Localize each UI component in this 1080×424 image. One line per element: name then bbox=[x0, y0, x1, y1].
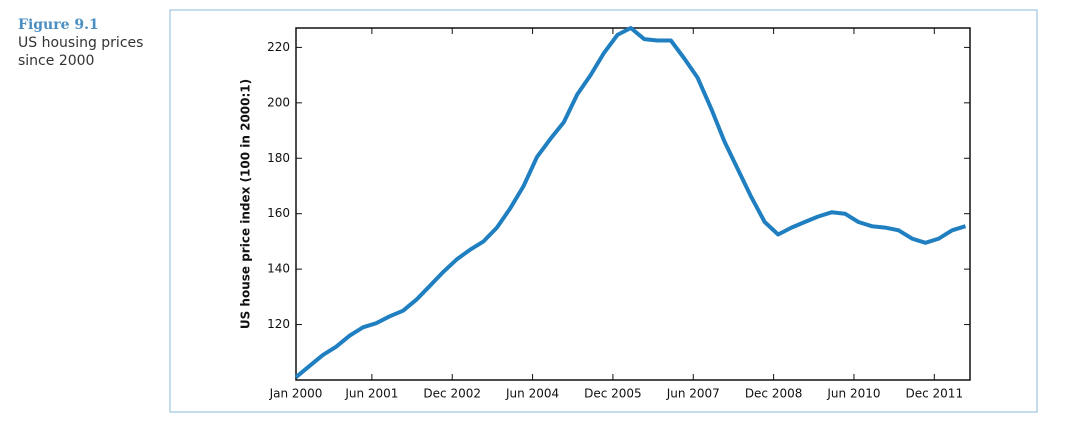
x-tick-label: Jun 2001 bbox=[344, 387, 398, 401]
y-tick-label: 140 bbox=[267, 262, 290, 276]
chart-title: US housing prices since 2000 bbox=[18, 35, 144, 69]
y-tick-label: 160 bbox=[267, 206, 290, 220]
x-tick-label: Dec 2011 bbox=[906, 387, 964, 401]
y-tick-label: 220 bbox=[267, 40, 290, 54]
frame bbox=[169, 9, 1038, 413]
x-tick-label: Jun 2010 bbox=[826, 387, 880, 401]
x-tick-label: Dec 2008 bbox=[745, 387, 803, 401]
data-line bbox=[294, 26, 967, 379]
x-tick-label: Jun 2004 bbox=[505, 387, 559, 401]
figure-label: Figure 9.1 bbox=[18, 17, 99, 33]
x-tick-label: Dec 2002 bbox=[423, 387, 481, 401]
plot-area bbox=[295, 27, 971, 381]
y-tick-label: 180 bbox=[267, 151, 290, 165]
y-tick-label: 200 bbox=[267, 95, 290, 109]
x-tick-label: Jun 2007 bbox=[666, 387, 720, 401]
y-tick-label: 120 bbox=[267, 317, 290, 331]
y-axis-label: US house price index (100 in 2000:1) bbox=[239, 79, 253, 329]
x-tick-label: Jan 2000 bbox=[269, 387, 323, 401]
figure-caption: Figure 9.1 US housing prices since 2000 bbox=[18, 16, 168, 70]
x-tick-label: Dec 2005 bbox=[584, 387, 642, 401]
